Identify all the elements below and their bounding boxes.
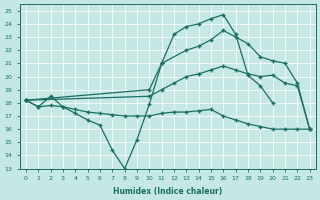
X-axis label: Humidex (Indice chaleur): Humidex (Indice chaleur)	[113, 187, 222, 196]
